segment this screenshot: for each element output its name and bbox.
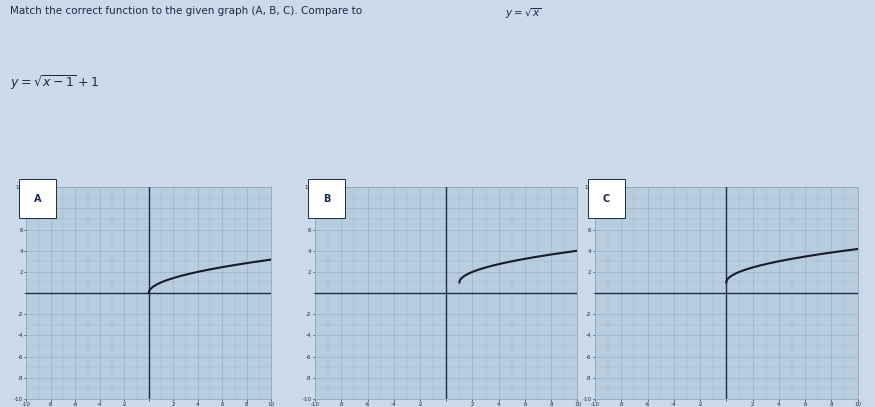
Text: Match the correct function to the given graph (A, B, C). Compare to: Match the correct function to the given … xyxy=(10,6,366,16)
Text: $y = \sqrt{x-1}+1$: $y = \sqrt{x-1}+1$ xyxy=(10,73,100,92)
Text: C: C xyxy=(603,194,610,204)
Text: B: B xyxy=(323,194,330,204)
Text: A: A xyxy=(33,194,41,204)
Text: $y = \sqrt{x}$: $y = \sqrt{x}$ xyxy=(505,6,542,21)
